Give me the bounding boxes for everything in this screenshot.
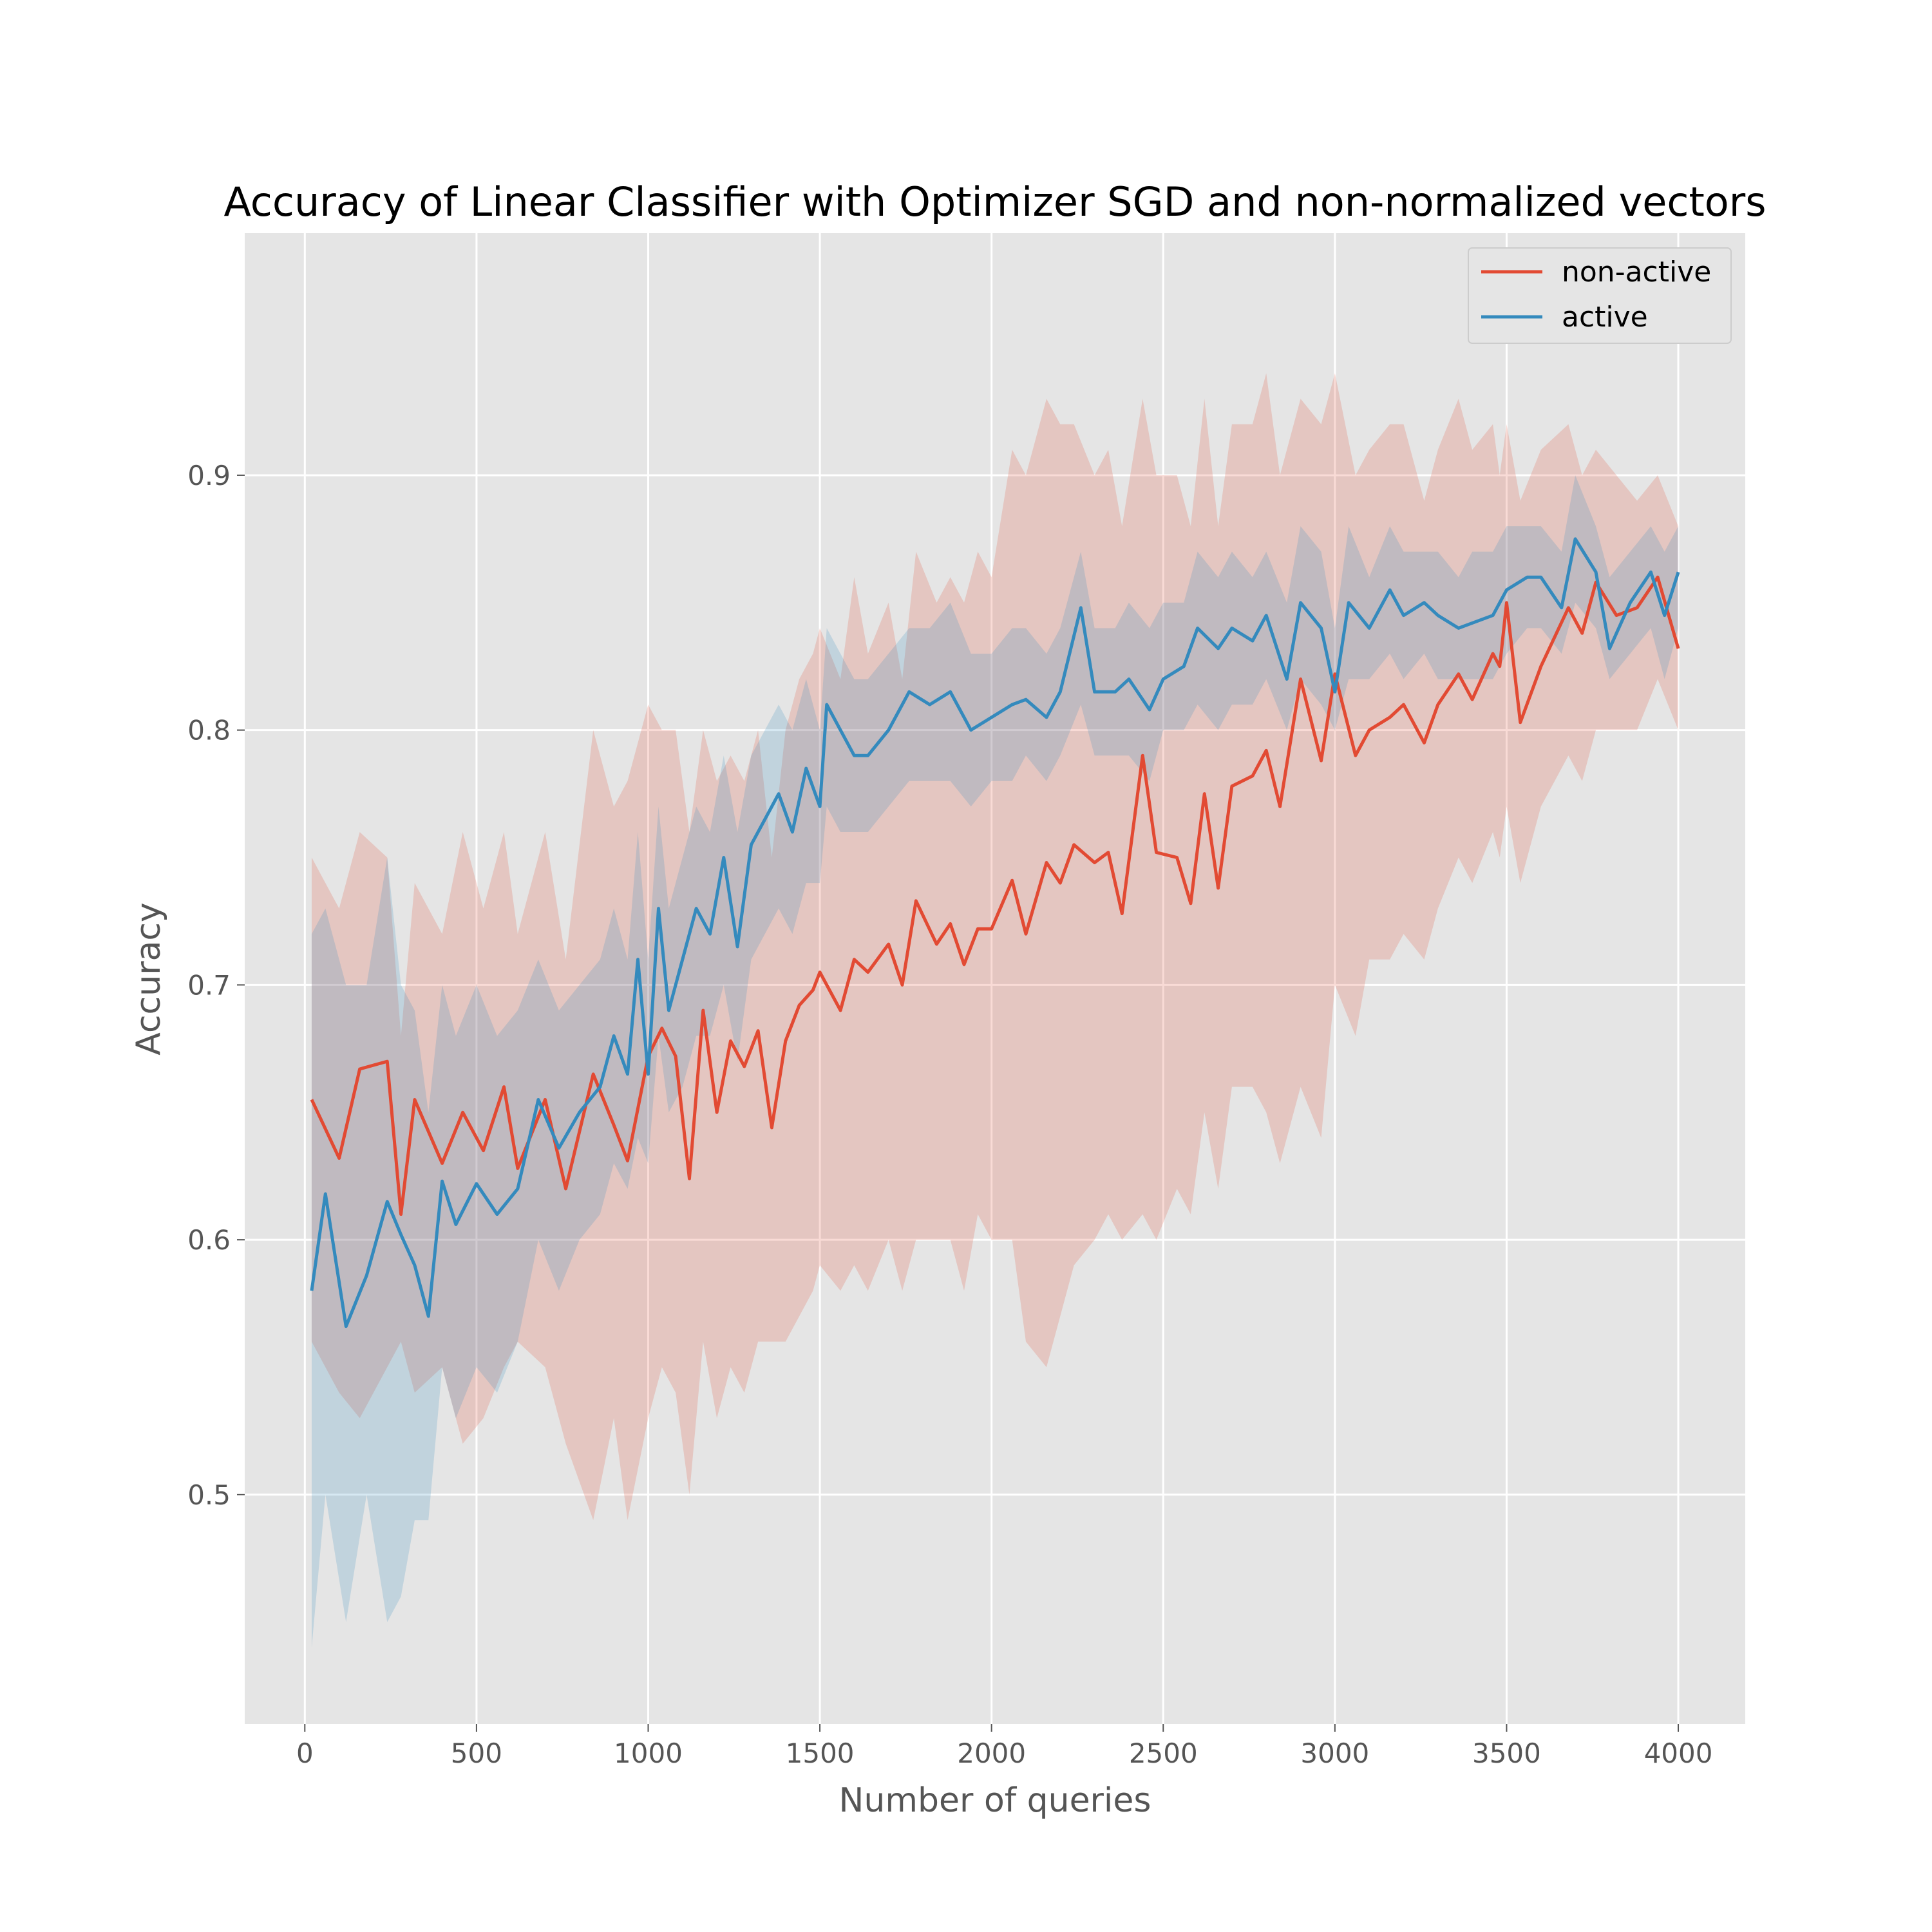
line-non-active (310, 575, 1680, 1217)
x-tick-label: 1500 (786, 1738, 855, 1769)
legend: non-active active (1468, 247, 1732, 344)
x-axis-label: Number of queries (839, 1781, 1151, 1820)
plot-area (245, 233, 1745, 1724)
line-active (310, 537, 1680, 1329)
y-tick-label: 0.7 (187, 969, 231, 1001)
confidence-bands (311, 373, 1679, 1648)
y-tick-label: 0.5 (187, 1479, 231, 1511)
series-lines (310, 537, 1680, 1329)
axis-ticks: 0 500 1000 1500 2000 2500 3000 3500 4000 0.5 0.6 0.… (187, 460, 1712, 1769)
x-tick-label: 1000 (614, 1738, 683, 1769)
x-tick-label: 3500 (1472, 1738, 1541, 1769)
y-tick-label: 0.9 (187, 460, 231, 491)
y-tick-label: 0.6 (187, 1224, 231, 1256)
grid (245, 233, 1745, 1724)
legend-label-non-active: non-active (1562, 256, 1711, 289)
legend-label-active: active (1562, 301, 1648, 334)
x-tick-label: 0 (296, 1738, 314, 1769)
x-tick-label: 3000 (1300, 1738, 1369, 1769)
band-active (311, 475, 1679, 1648)
x-tick-label: 500 (451, 1738, 502, 1769)
y-axis-label: Accuracy (129, 902, 168, 1055)
chart-title: Accuracy of Linear Classifier with Optim… (223, 178, 1766, 225)
x-tick-label: 2000 (957, 1738, 1026, 1769)
x-tick-label: 2500 (1129, 1738, 1198, 1769)
x-tick-label: 4000 (1644, 1738, 1713, 1769)
y-tick-label: 0.8 (187, 715, 231, 746)
band-non-active (311, 373, 1679, 1520)
